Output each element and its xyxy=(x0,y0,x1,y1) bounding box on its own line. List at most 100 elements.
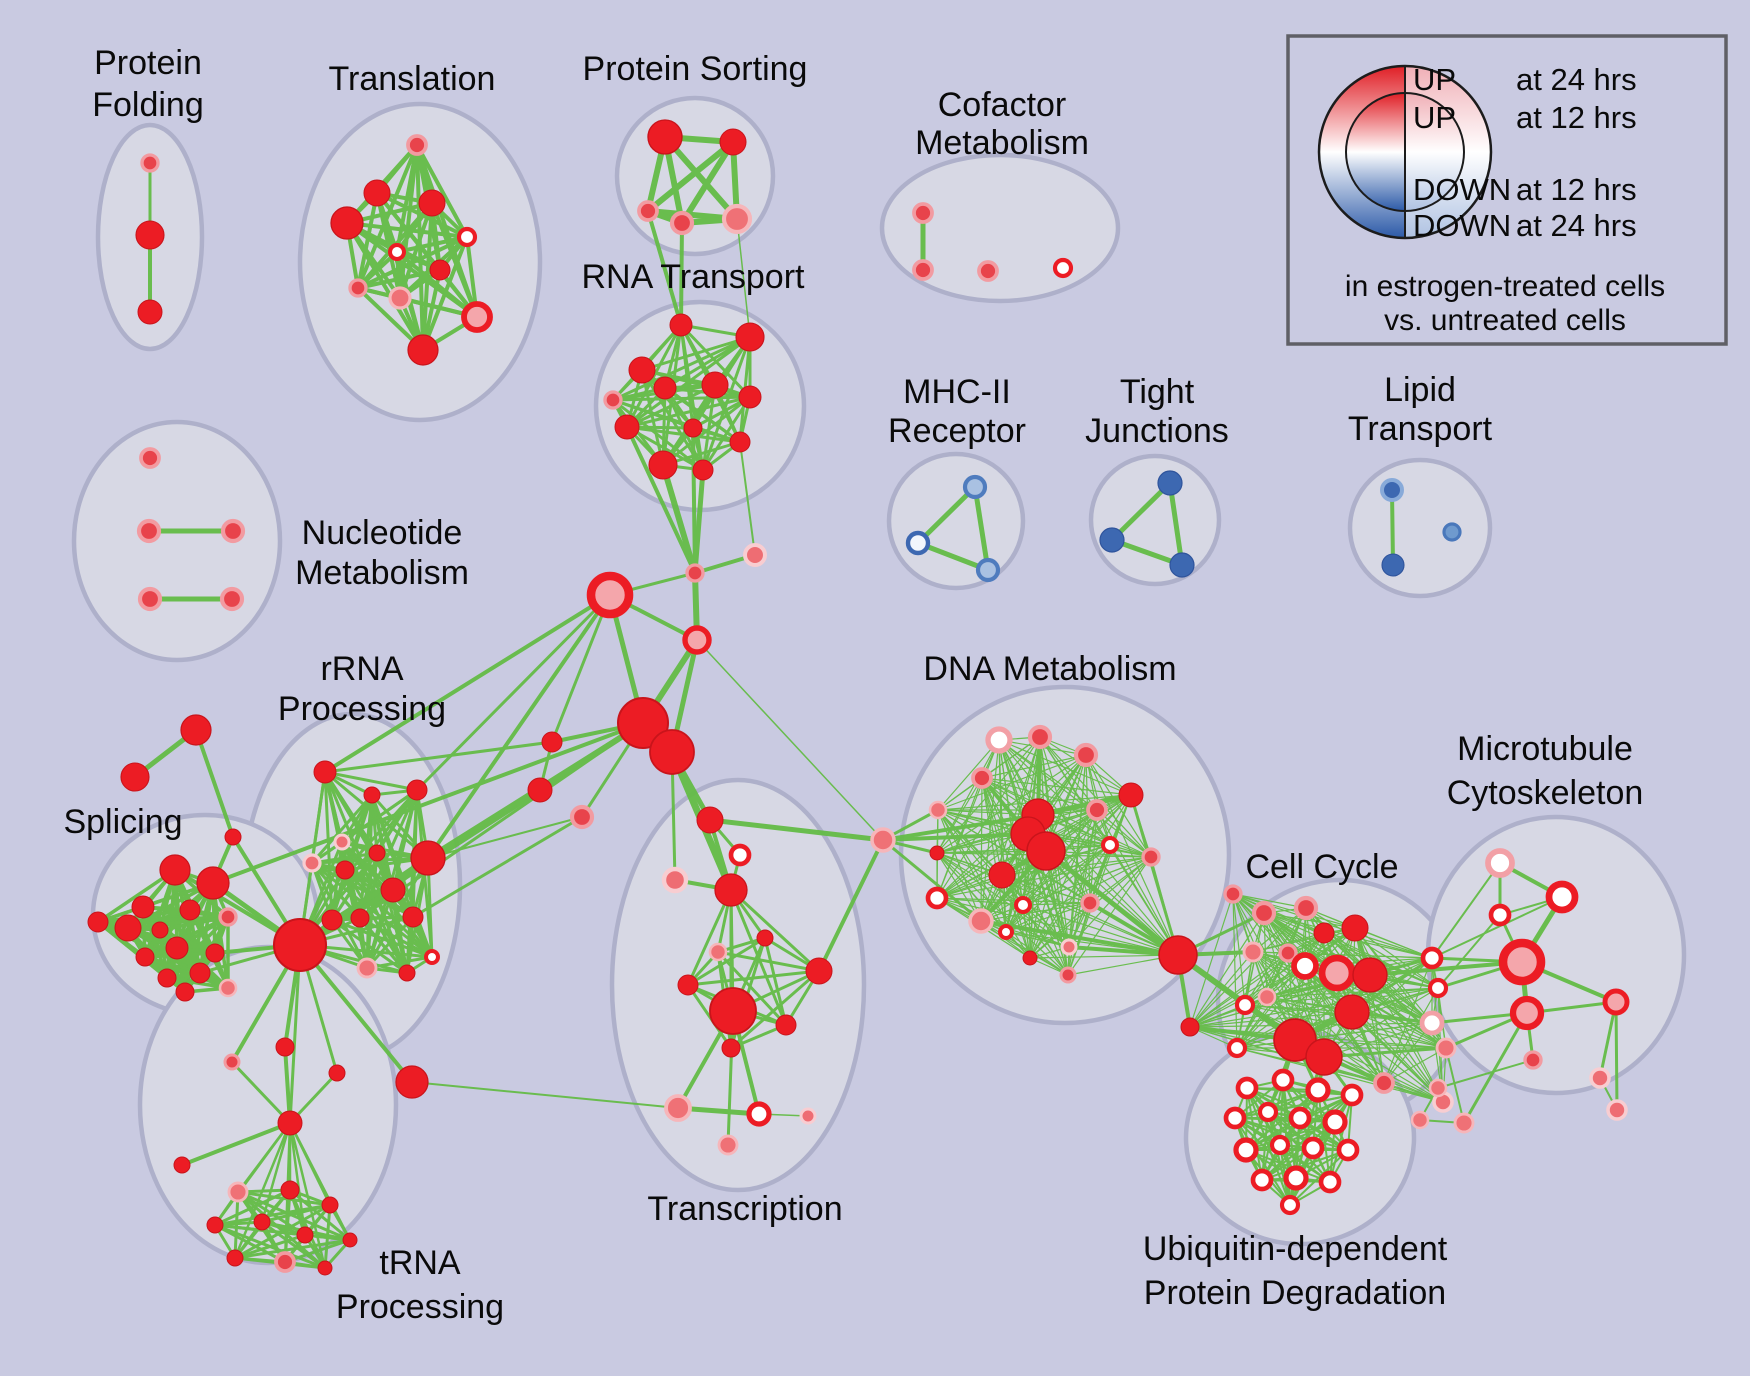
node-rt8[interactable] xyxy=(729,431,751,453)
node-d15[interactable] xyxy=(968,908,994,934)
node-nm4[interactable] xyxy=(219,586,245,612)
node-d7[interactable] xyxy=(1101,836,1119,854)
node-s2[interactable] xyxy=(224,828,242,846)
node-lt1[interactable] xyxy=(1381,553,1405,577)
node-u6[interactable] xyxy=(1288,1106,1312,1130)
node-d14[interactable] xyxy=(925,886,949,910)
node-m6[interactable] xyxy=(1509,995,1545,1031)
node-tj1[interactable] xyxy=(1099,527,1125,553)
node-pf1[interactable] xyxy=(135,220,165,250)
node-d2[interactable] xyxy=(1073,742,1099,768)
node-ps3[interactable] xyxy=(721,203,753,235)
node-pf2[interactable] xyxy=(137,299,163,325)
node-b4[interactable] xyxy=(617,697,669,749)
node-rt4[interactable] xyxy=(701,371,729,399)
node-d22[interactable] xyxy=(870,827,896,853)
node-t5[interactable] xyxy=(173,1156,191,1174)
node-rt2[interactable] xyxy=(628,356,656,384)
node-u15[interactable] xyxy=(1279,1194,1301,1216)
node-c25[interactable] xyxy=(1223,884,1243,904)
node-c21[interactable] xyxy=(1435,1037,1457,1059)
node-d8[interactable] xyxy=(1141,847,1161,867)
node-u14[interactable] xyxy=(1318,1170,1342,1194)
node-s15[interactable] xyxy=(157,968,177,988)
node-c22[interactable] xyxy=(1373,1072,1395,1094)
node-u7[interactable] xyxy=(1322,1109,1348,1135)
node-c16[interactable] xyxy=(1273,1018,1317,1062)
node-d13[interactable] xyxy=(929,845,945,861)
node-tr6[interactable] xyxy=(348,278,368,298)
node-c7[interactable] xyxy=(1318,954,1356,992)
node-tr0[interactable] xyxy=(406,134,428,156)
node-r5[interactable] xyxy=(335,860,355,880)
node-rt0[interactable] xyxy=(669,313,693,337)
node-s4[interactable] xyxy=(196,866,230,900)
node-r6[interactable] xyxy=(368,844,386,862)
node-tx12[interactable] xyxy=(799,1107,817,1125)
node-cf2[interactable] xyxy=(977,260,999,282)
node-tx7[interactable] xyxy=(709,987,757,1035)
node-t8[interactable] xyxy=(321,1196,339,1214)
node-nm0[interactable] xyxy=(139,447,161,469)
node-rt7[interactable] xyxy=(683,418,703,438)
node-u5[interactable] xyxy=(1257,1101,1279,1123)
node-b2[interactable] xyxy=(586,571,634,619)
node-t2[interactable] xyxy=(328,1064,346,1082)
node-s6[interactable] xyxy=(179,899,201,921)
node-s1[interactable] xyxy=(120,762,150,792)
node-cf3[interactable] xyxy=(1052,257,1074,279)
node-u2[interactable] xyxy=(1305,1077,1331,1103)
node-t14[interactable] xyxy=(274,1251,296,1273)
node-d17[interactable] xyxy=(1014,896,1032,914)
node-d18[interactable] xyxy=(998,924,1014,940)
node-u13[interactable] xyxy=(1283,1165,1309,1191)
node-s13[interactable] xyxy=(135,947,155,967)
node-c9[interactable] xyxy=(1234,994,1256,1016)
node-d16[interactable] xyxy=(1080,893,1100,913)
node-u11[interactable] xyxy=(1336,1138,1360,1162)
node-u3[interactable] xyxy=(1340,1083,1364,1107)
node-r1[interactable] xyxy=(363,786,381,804)
node-c17[interactable] xyxy=(1305,1038,1343,1076)
node-t0[interactable] xyxy=(223,1053,241,1071)
node-t1[interactable] xyxy=(275,1037,295,1057)
node-r0[interactable] xyxy=(313,760,337,784)
node-rt9[interactable] xyxy=(603,390,623,410)
node-c8[interactable] xyxy=(1352,957,1388,993)
node-tr2[interactable] xyxy=(330,206,364,240)
node-m8[interactable] xyxy=(1589,1067,1611,1089)
node-ps4[interactable] xyxy=(669,210,695,236)
node-r7[interactable] xyxy=(410,840,446,876)
node-c12[interactable] xyxy=(1334,994,1370,1030)
node-t7[interactable] xyxy=(280,1180,300,1200)
node-r2[interactable] xyxy=(406,779,428,801)
node-nm1[interactable] xyxy=(136,518,162,544)
node-ps2[interactable] xyxy=(637,200,659,222)
node-s17[interactable] xyxy=(218,978,238,998)
node-tx8[interactable] xyxy=(775,1014,797,1036)
node-pf0[interactable] xyxy=(140,153,160,173)
node-u8[interactable] xyxy=(1233,1137,1259,1163)
node-tx0[interactable] xyxy=(714,873,748,907)
node-rt11[interactable] xyxy=(692,459,714,481)
node-s3[interactable] xyxy=(159,854,191,886)
node-s14[interactable] xyxy=(189,962,211,984)
node-s0[interactable] xyxy=(180,714,212,746)
node-b6[interactable] xyxy=(696,806,724,834)
node-s7[interactable] xyxy=(218,907,238,927)
node-tj0[interactable] xyxy=(1157,470,1183,496)
node-tx5[interactable] xyxy=(805,957,833,985)
node-s12[interactable] xyxy=(205,943,225,963)
node-ps0[interactable] xyxy=(647,119,683,155)
node-d6[interactable] xyxy=(1086,799,1108,821)
node-h6[interactable] xyxy=(541,731,563,753)
node-tx9[interactable] xyxy=(721,1038,741,1058)
node-m1[interactable] xyxy=(1545,880,1579,914)
node-c2[interactable] xyxy=(1313,922,1335,944)
node-t6[interactable] xyxy=(227,1181,249,1203)
node-u1[interactable] xyxy=(1271,1068,1295,1092)
node-t4[interactable] xyxy=(277,1110,303,1136)
node-r13[interactable] xyxy=(424,949,440,965)
node-t15[interactable] xyxy=(317,1260,333,1276)
node-r12[interactable] xyxy=(272,917,328,973)
